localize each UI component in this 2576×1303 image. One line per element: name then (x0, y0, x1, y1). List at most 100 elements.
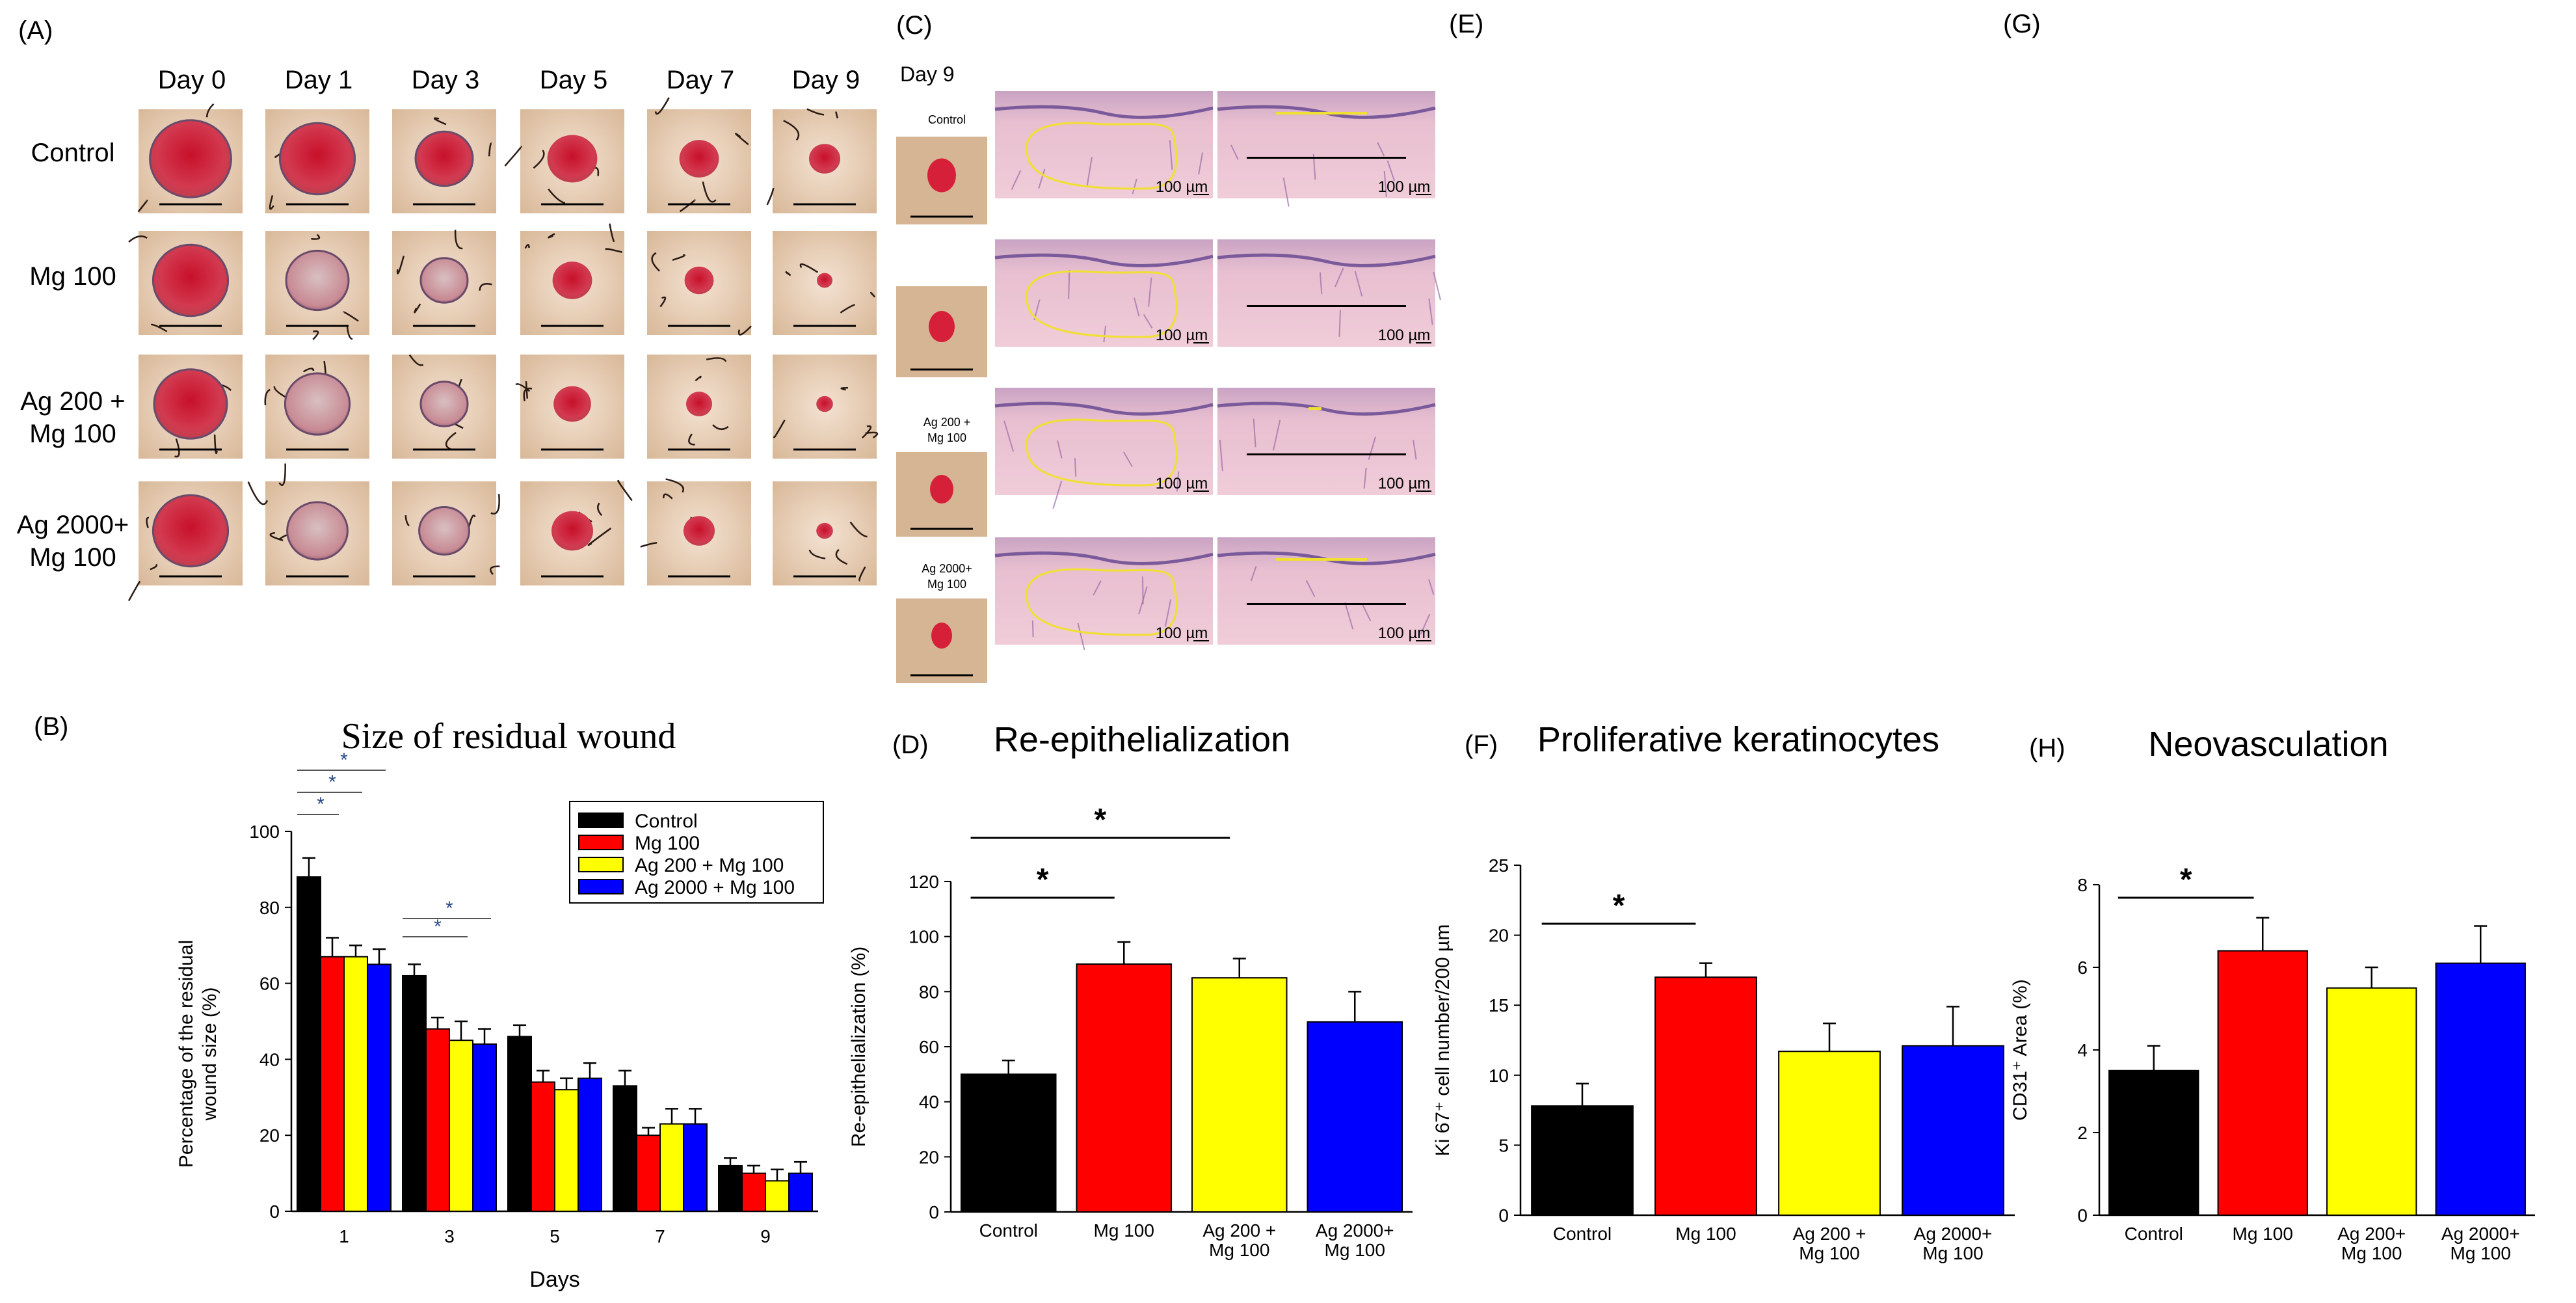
bar (320, 956, 345, 1212)
significance-star: * (2180, 863, 2192, 897)
day-header: Day 1 (285, 66, 353, 94)
x-tick-label: Ag 200+ Mg 100 (2337, 1224, 2406, 1263)
histology-section-a: 100 µm (994, 537, 1214, 651)
scale-bar-label: 100 µm (1378, 475, 1431, 492)
x-tick-label: Mg 100 (2233, 1224, 2293, 1244)
y-axis-label: Re-epithelialization (%) (848, 947, 870, 1147)
day-header: Day 7 (667, 66, 735, 94)
legend-label: Ag 200 + Mg 100 (635, 855, 784, 876)
x-tick-label: 5 (550, 1226, 560, 1246)
y-tick-label: 15 (1489, 995, 1509, 1015)
wound-photo (392, 230, 496, 335)
wound-photo (264, 355, 369, 459)
bar (613, 1085, 637, 1213)
significance-star: * (328, 772, 336, 793)
wound-photo (773, 481, 877, 585)
x-tick-label: 9 (760, 1226, 771, 1246)
histology-section-b: 100 µm (1217, 91, 1436, 207)
y-tick-label: 5 (1498, 1135, 1509, 1155)
wound-photo (265, 109, 369, 213)
row-label: Ag 2000+ Mg 100 (17, 511, 129, 572)
panel-label: (H) (2029, 734, 2065, 762)
wound-photo (139, 355, 243, 459)
wound-photo (127, 481, 243, 602)
chart-f-proliferative-keratinocytes: (F) Proliferative keratinocytes 0 5 10 15 20 25… (1432, 720, 2015, 1263)
bar (2108, 1069, 2199, 1216)
y-tick-label: 6 (2077, 958, 2088, 978)
significance-star: * (1095, 803, 1107, 837)
bar (1191, 977, 1288, 1213)
y-tick-label: 0 (269, 1202, 280, 1222)
y-tick-label: 0 (929, 1202, 939, 1222)
x-tick-label: 3 (444, 1226, 455, 1246)
wound-photo (247, 463, 369, 585)
histology-section-b: 100 µm (1217, 239, 1441, 347)
panel-g-cd31-ihc: (G) (2003, 10, 2041, 38)
chart-title: Proliferative keratinocytes (1537, 720, 1939, 759)
bar (683, 1123, 708, 1213)
y-tick-label: 60 (259, 974, 280, 994)
panel-b-label: (B) (34, 712, 68, 741)
significance-star: * (1037, 863, 1049, 897)
bar (2217, 950, 2308, 1216)
panel-c-label: (C) (896, 11, 933, 40)
histology-section-b: 100 µm (1217, 388, 1436, 495)
bar (402, 974, 427, 1213)
chart-title: Neovasculation (2148, 725, 2388, 764)
legend-label: Control (635, 811, 698, 832)
histology-section-b: 100 µm (1217, 537, 1436, 645)
panel-g-label: (G) (2003, 10, 2041, 38)
row-label: Control (31, 139, 115, 167)
wound-photo (773, 231, 877, 335)
x-tick-label: Mg 100 (1675, 1224, 1736, 1244)
x-axis-label: Days (529, 1267, 579, 1292)
wound-photo (766, 108, 877, 213)
x-tick-label: 1 (339, 1226, 349, 1246)
bar (425, 1028, 450, 1213)
bar (788, 1172, 813, 1212)
panel-a-wound-photos: (A) Day 0 Day 1 Day 3 Day 5 Day 7 Day 9 Contr… (17, 16, 879, 602)
y-tick-label: 40 (259, 1049, 280, 1069)
bar (343, 956, 368, 1212)
y-tick-label: 40 (919, 1092, 939, 1112)
y-axis-label: Percentage of the residual wound size (%) (176, 940, 220, 1168)
y-tick-label: 25 (1489, 855, 1509, 876)
y-tick-label: 20 (1489, 926, 1509, 946)
wound-photo (647, 355, 751, 459)
histology-row-label: Control (928, 113, 966, 126)
legend-label: Ag 2000 + Mg 100 (635, 877, 795, 898)
panel-label: (D) (892, 731, 929, 759)
legend-swatch (578, 857, 624, 872)
significance-star: * (340, 749, 348, 771)
significance-star: * (445, 898, 453, 919)
histology-thumbnail (896, 137, 987, 224)
y-tick-label: 20 (919, 1147, 939, 1167)
significance-star: * (1613, 889, 1625, 923)
scale-bar-label: 100 µm (1156, 178, 1208, 196)
wound-photo (773, 355, 879, 459)
x-tick-label: Ag 2000+ Mg 100 (2441, 1224, 2520, 1263)
y-tick-label: 100 (249, 822, 280, 842)
bar (554, 1089, 579, 1212)
x-tick-label: Ag 200 + Mg 100 (1202, 1220, 1276, 1260)
chart-d-re-epithelialization: (D) Re-epithelialization 0 20 40 60 80 100 120 Re… (848, 720, 1413, 1260)
x-tick-label: Ag 2000+ Mg 100 (1316, 1220, 1394, 1260)
histology-row-label: Ag 200 + Mg 100 (923, 416, 971, 444)
scale-bar-label: 100 µm (1378, 625, 1431, 642)
bar (659, 1123, 684, 1213)
legend-swatch (578, 879, 624, 894)
panel-c-day-label: Day 9 (900, 62, 955, 86)
histology-thumbnail (896, 452, 987, 537)
x-tick-label: Ag 200 + Mg 100 (1793, 1224, 1866, 1263)
histology-thumbnail (896, 598, 987, 683)
wound-photo (515, 355, 624, 459)
wound-photo (392, 481, 500, 585)
bar (531, 1081, 555, 1212)
scale-bar-label: 100 µm (1156, 625, 1208, 642)
wound-photo (647, 231, 752, 336)
significance-star: * (317, 794, 325, 815)
bar (472, 1043, 497, 1213)
wound-photo (128, 231, 243, 335)
x-tick-label: Mg 100 (1094, 1220, 1154, 1241)
